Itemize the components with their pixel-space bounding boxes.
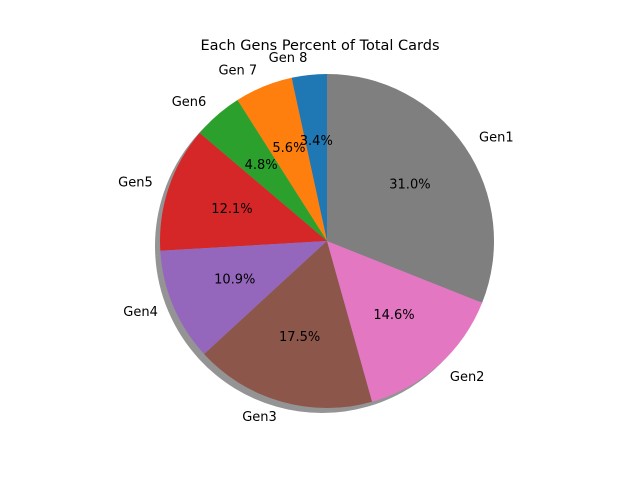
slice-label-gen5: Gen5 xyxy=(118,175,153,190)
pie-slice-gen6 xyxy=(199,100,327,241)
slice-label-gen6: Gen6 xyxy=(172,95,207,110)
slice-label-gen1: Gen1 xyxy=(479,130,514,145)
pie-slice-gen5 xyxy=(159,133,327,251)
slice-percent-gen6: 4.8% xyxy=(245,158,278,173)
slice-label-gen-7: Gen 7 xyxy=(218,64,257,79)
pie-slice-gen2 xyxy=(327,241,483,402)
pie-slice-gen3 xyxy=(204,241,373,409)
chart-title: Each Gens Percent of Total Cards xyxy=(200,38,439,54)
slice-percent-gen5: 12.1% xyxy=(211,202,252,217)
slice-label-gen2: Gen2 xyxy=(450,370,485,385)
slice-percent-gen2: 14.6% xyxy=(373,308,414,323)
slice-percent-gen-8: 3.4% xyxy=(300,134,333,149)
pie-slice-gen-8 xyxy=(291,74,327,241)
slice-percent-gen1: 31.0% xyxy=(389,177,430,192)
pie-slice-gen-7 xyxy=(237,77,327,241)
slice-label-gen-8: Gen 8 xyxy=(269,51,308,66)
pie-slice-gen4 xyxy=(160,241,327,355)
slice-percent-gen3: 17.5% xyxy=(279,330,320,345)
slice-label-gen4: Gen4 xyxy=(123,305,158,320)
slice-percent-gen-7: 5.6% xyxy=(272,141,305,156)
pie-slice-gen1 xyxy=(327,74,494,303)
slice-label-gen3: Gen3 xyxy=(242,410,277,425)
slice-percent-gen4: 10.9% xyxy=(214,273,255,288)
pie-labels: Gen 8 3.4% Gen 7 5.6% Gen6 4.8% Gen5 12.1% Gen4 1… xyxy=(118,51,513,425)
pie-slices xyxy=(159,74,494,409)
